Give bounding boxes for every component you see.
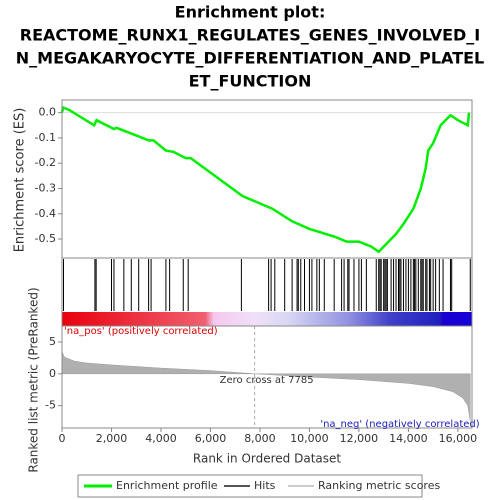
title-line: ET_FUNCTION: [189, 72, 312, 91]
legend-label: Enrichment profile: [116, 479, 218, 492]
x-tick-label: 4,000: [145, 432, 177, 445]
y-axis-label: Ranked list metric (PreRanked): [27, 287, 41, 472]
metric-frame: [61, 325, 473, 429]
zero-cross-label: Zero cross at 7785: [220, 375, 314, 386]
y-tick-label: -0.1: [35, 131, 56, 144]
y-axis-label: Enrichment score (ES): [13, 108, 28, 253]
metric-area: [61, 351, 471, 422]
es-frame: [61, 99, 473, 259]
x-axis-label: Rank in Ordered Dataset: [193, 452, 341, 466]
legend-label: Ranking metric scores: [318, 479, 440, 492]
neg-label: 'na_neg' (negatively correlated): [320, 419, 479, 430]
title-line: N_MEGAKARYOCYTE_DIFFERENTIATION_AND_PLAT…: [16, 49, 484, 68]
y-tick-label: 0: [49, 367, 56, 380]
x-tick-label: 2,000: [96, 432, 128, 445]
title-line: Enrichment plot:: [175, 3, 326, 22]
y-tick-label: 5: [49, 335, 56, 348]
y-tick-label: -0.4: [35, 207, 56, 220]
x-tick-label: 0: [59, 432, 66, 445]
es-line: [60, 105, 471, 254]
x-tick-label: 14,000: [389, 432, 428, 445]
y-tick-label: -5: [45, 399, 56, 412]
y-tick-label: -0.5: [35, 232, 56, 245]
x-tick-label: 16,000: [439, 432, 478, 445]
title-line: REACTOME_RUNX1_REGULATES_GENES_INVOLVED_…: [20, 26, 480, 45]
pos-label: 'na_pos' (positively correlated): [64, 326, 218, 337]
x-tick-label: 10,000: [290, 432, 329, 445]
legend-label: Hits: [254, 479, 276, 492]
y-tick-label: 0.0: [39, 106, 57, 119]
x-tick-label: 8,000: [244, 432, 276, 445]
x-tick-label: 12,000: [340, 432, 379, 445]
x-tick-label: 6,000: [195, 432, 227, 445]
y-tick-label: -0.2: [35, 156, 56, 169]
rank-color-bar: [62, 312, 472, 326]
y-tick-label: -0.3: [35, 181, 56, 194]
plot-area: 0.0 -0.1 -0.2 -0.3 -0.4 -0.5 5 0 -5 0 2,000 4,000 6,…: [35, 106, 478, 445]
